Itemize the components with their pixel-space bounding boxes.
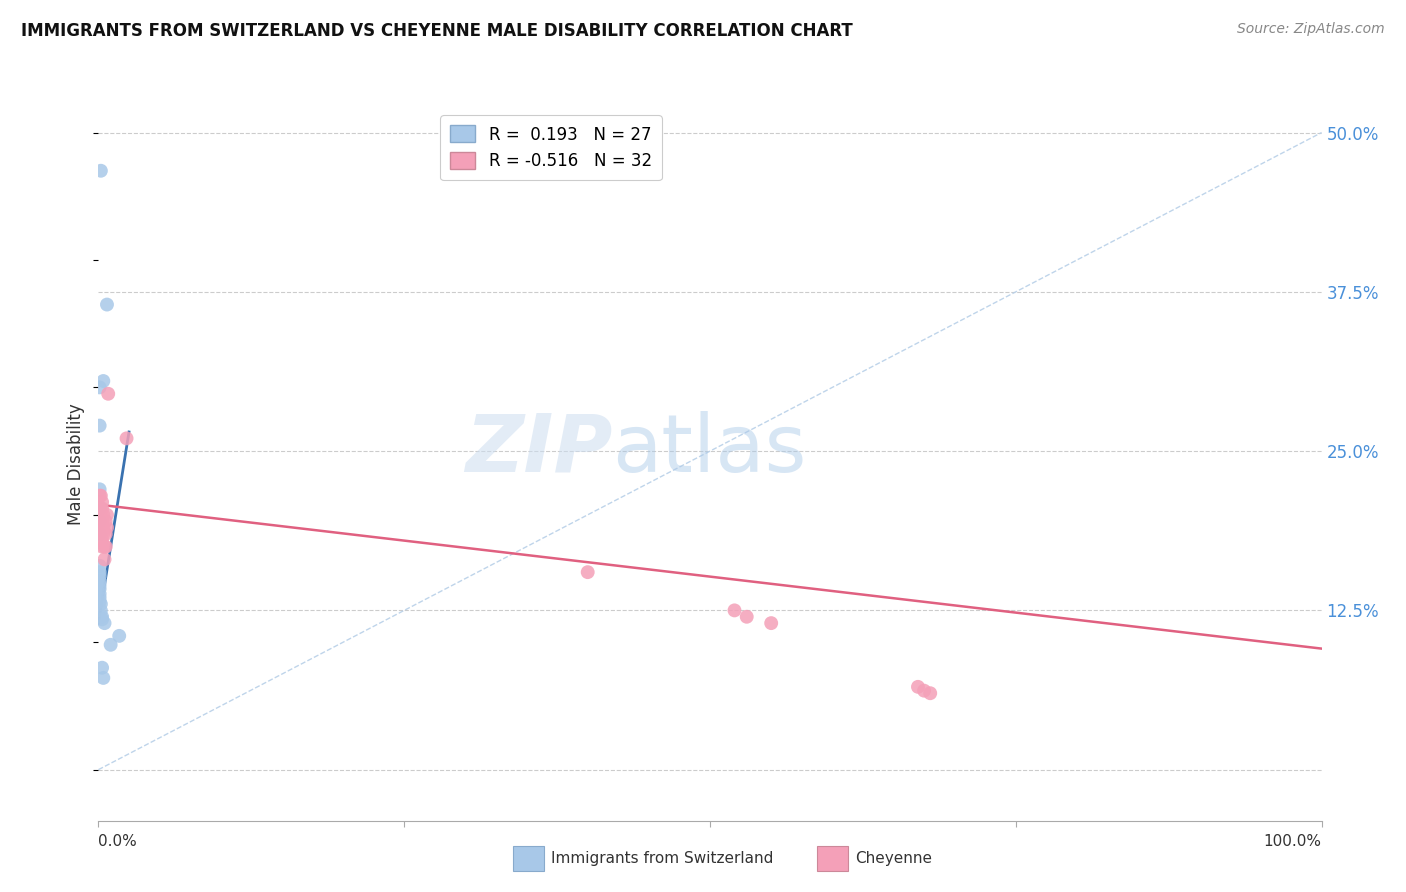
Text: Cheyenne: Cheyenne (855, 851, 932, 865)
Point (91, 514, 114, 528)
Text: 0.0%: 0.0% (98, 834, 138, 849)
Text: ZIP: ZIP (465, 410, 612, 489)
Point (89, 418, 111, 433)
Point (920, 686, 942, 700)
Point (89, 587, 111, 601)
Point (94, 527, 117, 541)
Point (89, 520, 111, 534)
Point (91, 612, 114, 626)
Point (576, 565, 599, 579)
Point (100, 638, 122, 652)
Point (723, 603, 745, 617)
Y-axis label: Male Disability: Male Disability (67, 403, 86, 524)
Point (108, 629, 131, 643)
Point (89, 514, 111, 528)
Point (90, 514, 112, 528)
Point (89, 501, 111, 516)
Point (97, 386, 120, 401)
Point (90, 527, 112, 541)
Point (94, 540, 117, 554)
Point (735, 609, 758, 624)
Point (91, 671, 114, 685)
Point (89, 558, 111, 573)
Point (90, 597, 112, 611)
Point (89, 591, 111, 605)
Point (91, 609, 114, 624)
Text: IMMIGRANTS FROM SWITZERLAND VS CHEYENNE MALE DISABILITY CORRELATION CHART: IMMIGRANTS FROM SWITZERLAND VS CHEYENNE … (21, 22, 853, 40)
Point (89, 380, 111, 394)
Point (96, 508, 118, 522)
Point (91, 527, 114, 541)
Point (89, 489, 111, 503)
Point (89, 483, 111, 497)
Text: 100.0%: 100.0% (1264, 834, 1322, 849)
Point (89, 565, 111, 579)
Point (89, 569, 111, 583)
Point (761, 616, 783, 631)
Point (91, 540, 114, 554)
Point (90, 489, 112, 503)
Text: Immigrants from Switzerland: Immigrants from Switzerland (551, 851, 773, 865)
Point (91, 508, 114, 522)
Point (93, 616, 115, 631)
Point (91, 501, 114, 516)
Point (90, 603, 112, 617)
Point (91, 533, 114, 548)
Point (89, 594, 111, 608)
Point (96, 520, 118, 534)
Text: atlas: atlas (612, 410, 807, 489)
Point (89, 508, 111, 522)
Point (907, 680, 929, 694)
Point (93, 540, 115, 554)
Point (89, 578, 111, 592)
Point (912, 683, 935, 698)
Point (91, 661, 114, 675)
Point (89, 527, 111, 541)
Point (91, 374, 114, 388)
Point (89, 574, 111, 588)
Point (90, 163, 112, 178)
Point (91, 520, 114, 534)
Point (91, 495, 114, 509)
Point (89, 582, 111, 596)
Point (89, 501, 111, 516)
Text: Source: ZipAtlas.com: Source: ZipAtlas.com (1237, 22, 1385, 37)
Point (96, 297, 118, 311)
Point (115, 431, 138, 445)
Point (90, 501, 112, 516)
Point (93, 552, 115, 566)
Point (94, 514, 117, 528)
Legend: R =  0.193   N = 27, R = -0.516   N = 32: R = 0.193 N = 27, R = -0.516 N = 32 (440, 115, 662, 180)
